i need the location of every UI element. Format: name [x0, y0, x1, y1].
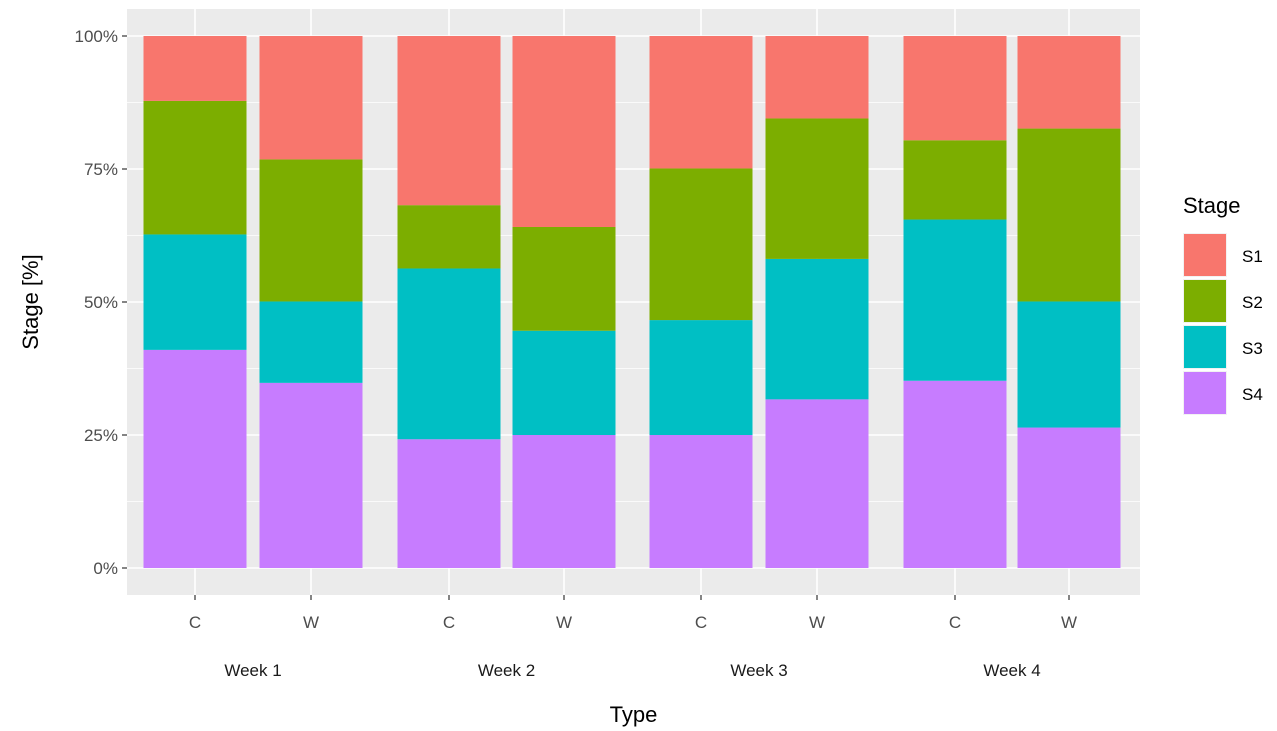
x-group-label: Week 3 [730, 661, 787, 680]
bar-segment-s4 [259, 382, 363, 568]
y-tick-label: 25% [84, 426, 118, 445]
y-tick-label: 0% [93, 559, 118, 578]
legend-item-s4: S4 [1183, 371, 1263, 415]
bar-stack [259, 36, 363, 568]
x-tick-label: W [303, 613, 319, 632]
legend-swatch [1184, 372, 1226, 414]
legend-items: S1 S2 S3 S4 [1183, 233, 1263, 415]
bar-segment-s4 [649, 435, 753, 568]
x-tick-label: C [443, 613, 455, 632]
bar-stack [1017, 36, 1121, 568]
bar-segment-s3 [259, 301, 363, 383]
bar-segment-s2 [143, 100, 247, 235]
bar-stack [903, 36, 1007, 568]
x-group-label: Week 1 [224, 661, 281, 680]
x-tick-label: C [189, 613, 201, 632]
legend-item-s1: S1 [1183, 233, 1263, 277]
bar-segment-s1 [765, 36, 869, 119]
bar-segment-s3 [765, 258, 869, 400]
bar-segment-s1 [397, 36, 501, 206]
legend-title: Stage [1183, 193, 1241, 218]
bar-segment-s3 [1017, 301, 1121, 428]
bar-segment-s2 [259, 159, 363, 302]
legend-swatch [1184, 234, 1226, 276]
y-axis: 0% 25% 50% 75% 100% [75, 27, 127, 578]
bar-segment-s4 [1017, 427, 1121, 568]
bar-segment-s3 [397, 268, 501, 440]
legend-label: S3 [1242, 339, 1263, 358]
bar-stack [143, 36, 247, 568]
bar-segment-s3 [649, 320, 753, 435]
bar-stack [512, 36, 616, 568]
bar-segment-s2 [1017, 128, 1121, 302]
y-axis-title: Stage [%] [18, 254, 43, 349]
legend-item-s2: S2 [1183, 279, 1263, 323]
x-axis-title: Type [610, 702, 658, 727]
legend-label: S4 [1242, 385, 1263, 404]
legend-label: S2 [1242, 293, 1263, 312]
bar-segment-s1 [143, 36, 247, 101]
legend-swatch [1184, 326, 1226, 368]
x-tick-label: W [1061, 613, 1077, 632]
bar-stack [397, 36, 501, 568]
x-tick-label: C [949, 613, 961, 632]
y-tick-label: 75% [84, 160, 118, 179]
x-group-label: Week 2 [478, 661, 535, 680]
x-tick-label: W [809, 613, 825, 632]
bar-segment-s3 [903, 219, 1007, 381]
bar-segment-s4 [397, 439, 501, 568]
y-tick-label: 100% [75, 27, 118, 46]
bar-segment-s4 [903, 380, 1007, 568]
x-tick-label: W [556, 613, 572, 632]
bar-segment-s2 [512, 226, 616, 331]
bar-segment-s2 [397, 205, 501, 269]
legend-item-s3: S3 [1183, 325, 1263, 369]
bar-stack [765, 36, 869, 568]
bar-segment-s1 [649, 36, 753, 169]
bar-segment-s1 [903, 36, 1007, 141]
x-tick-label: C [695, 613, 707, 632]
bar-segment-s1 [512, 36, 616, 227]
bar-segment-s3 [143, 234, 247, 350]
bar-segment-s2 [903, 140, 1007, 220]
bar-segment-s4 [765, 399, 869, 568]
bar-segment-s3 [512, 330, 616, 435]
bar-segment-s4 [512, 435, 616, 568]
bar-segment-s2 [765, 118, 869, 259]
bar-stacks [143, 36, 1121, 568]
legend-label: S1 [1242, 247, 1263, 266]
x-axis: C W C W C W C W Week 1 Week 2 Week 3 Week 4 [189, 595, 1077, 680]
bar-segment-s2 [649, 168, 753, 321]
legend: Stage S1 S2 S3 S4 [1183, 193, 1263, 415]
x-group-label: Week 4 [983, 661, 1040, 680]
bar-segment-s4 [143, 349, 247, 568]
y-tick-label: 50% [84, 293, 118, 312]
bar-segment-s1 [259, 36, 363, 160]
bar-stack [649, 36, 753, 568]
legend-swatch [1184, 280, 1226, 322]
bar-segment-s1 [1017, 36, 1121, 129]
